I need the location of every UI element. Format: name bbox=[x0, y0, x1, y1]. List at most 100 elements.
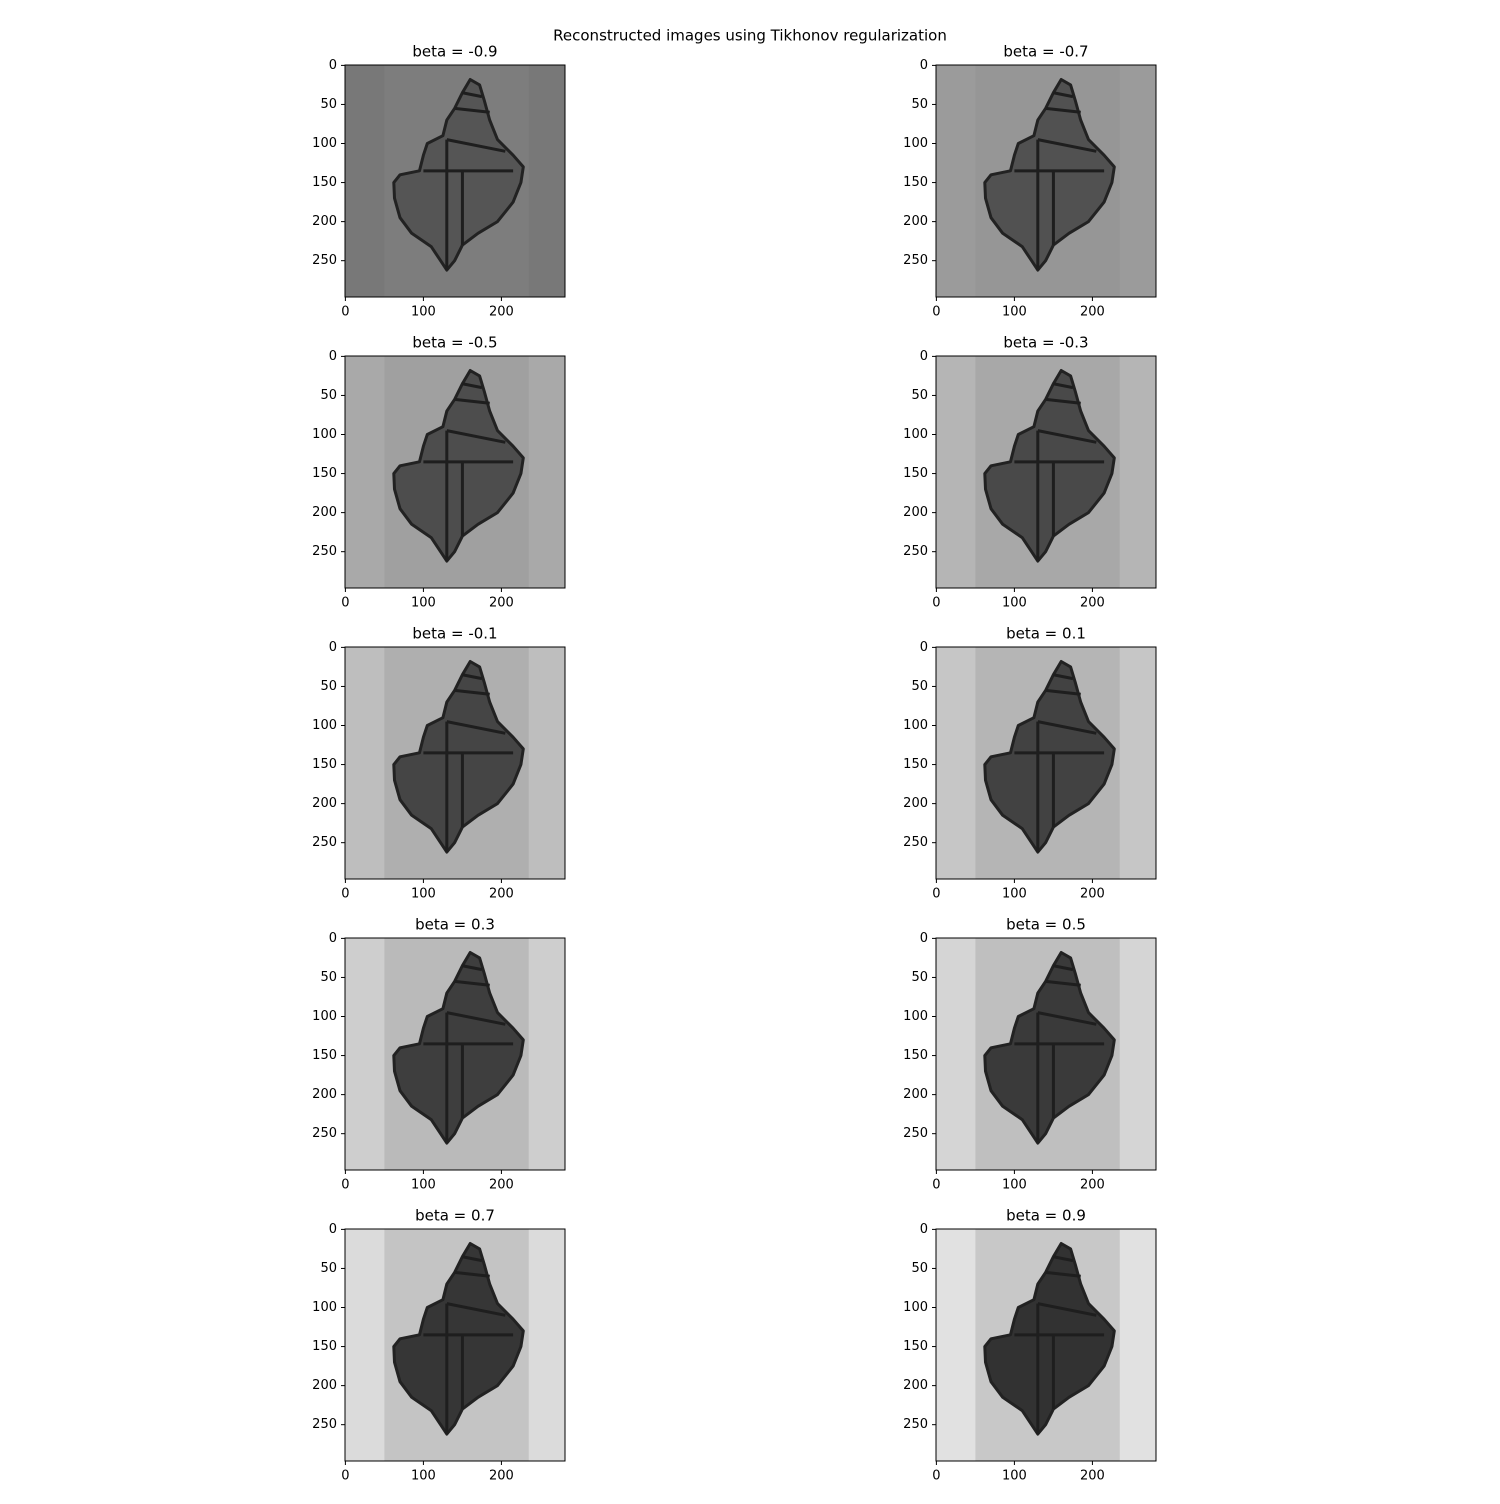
y-tick-label: 50 bbox=[911, 97, 928, 112]
y-tick-label: 250 bbox=[312, 835, 337, 850]
y-tick-label: 0 bbox=[329, 349, 337, 364]
x-tick-label: 200 bbox=[1080, 305, 1105, 320]
subplot-title: beta = -0.7 bbox=[1003, 43, 1088, 61]
image-shell-line bbox=[446, 1302, 506, 1317]
y-tick-label: 100 bbox=[312, 718, 337, 733]
y-tick-label: 200 bbox=[903, 1087, 928, 1102]
y-tick-label: 0 bbox=[920, 58, 928, 73]
image-shell-line bbox=[462, 673, 483, 681]
x-tick-label: 200 bbox=[1080, 596, 1105, 611]
axes-frame bbox=[935, 646, 1157, 880]
image-shell-line bbox=[1045, 1270, 1081, 1278]
x-tick-label: 200 bbox=[1080, 1178, 1105, 1193]
y-tick-label: 50 bbox=[320, 1261, 337, 1276]
y-tick-label: 100 bbox=[903, 427, 928, 442]
x-tick-label: 100 bbox=[411, 887, 436, 902]
image-shell bbox=[392, 660, 525, 854]
image-shell-line bbox=[1037, 429, 1097, 444]
x-tick-label: 0 bbox=[341, 1178, 349, 1193]
y-tick-label: 50 bbox=[320, 388, 337, 403]
image-shell-line bbox=[462, 964, 483, 972]
subplot-title: beta = 0.1 bbox=[1006, 625, 1086, 643]
image-shell bbox=[392, 951, 525, 1145]
image bbox=[936, 647, 1156, 879]
x-tick-label: 0 bbox=[932, 305, 940, 320]
subplot: beta = 0.9 0 100 200 0 50 100 150 200 250 bbox=[903, 1207, 1157, 1484]
image-shell-line bbox=[1053, 673, 1074, 681]
y-tick-label: 150 bbox=[312, 1048, 337, 1063]
axes-frame bbox=[935, 937, 1157, 1171]
y-tick-label: 50 bbox=[320, 679, 337, 694]
subplot-title: beta = 0.7 bbox=[415, 1207, 495, 1225]
image-shell-line bbox=[1045, 688, 1081, 696]
y-tick-label: 150 bbox=[903, 757, 928, 772]
image-shell-line bbox=[462, 91, 483, 99]
y-tick-label: 150 bbox=[903, 1339, 928, 1354]
y-tick-label: 50 bbox=[911, 679, 928, 694]
y-tick-label: 200 bbox=[903, 214, 928, 229]
image-shell bbox=[983, 660, 1116, 854]
x-tick-label: 0 bbox=[932, 596, 940, 611]
y-tick-label: 250 bbox=[312, 544, 337, 559]
y-tick-label: 250 bbox=[903, 253, 928, 268]
y-tick-label: 100 bbox=[312, 1009, 337, 1024]
axes-frame bbox=[935, 355, 1157, 589]
x-tick-label: 100 bbox=[411, 596, 436, 611]
x-tick-label: 0 bbox=[341, 305, 349, 320]
image-shell-line bbox=[454, 1270, 490, 1278]
subplot-title: beta = -0.5 bbox=[412, 334, 497, 352]
image bbox=[345, 938, 565, 1170]
subplot: beta = 0.7 0 100 200 0 50 100 150 200 250 bbox=[312, 1207, 566, 1484]
x-tick-label: 0 bbox=[341, 887, 349, 902]
x-tick-label: 200 bbox=[489, 596, 514, 611]
image-shell-line bbox=[462, 1255, 483, 1263]
image-shell-line bbox=[446, 720, 506, 735]
y-tick-label: 250 bbox=[312, 1417, 337, 1432]
image bbox=[345, 356, 565, 588]
y-tick-label: 100 bbox=[903, 718, 928, 733]
y-tick-label: 150 bbox=[903, 175, 928, 190]
x-tick-label: 0 bbox=[932, 887, 940, 902]
axes-frame bbox=[344, 646, 566, 880]
image-shell bbox=[392, 1242, 525, 1436]
y-tick-label: 200 bbox=[312, 214, 337, 229]
y-tick-label: 250 bbox=[903, 1417, 928, 1432]
y-tick-label: 0 bbox=[920, 931, 928, 946]
axes-frame bbox=[344, 64, 566, 298]
x-tick-label: 100 bbox=[411, 305, 436, 320]
image-shell-line bbox=[1037, 138, 1097, 153]
y-tick-label: 50 bbox=[911, 1261, 928, 1276]
y-tick-label: 200 bbox=[903, 796, 928, 811]
image bbox=[936, 356, 1156, 588]
subplot-title: beta = 0.9 bbox=[1006, 1207, 1086, 1225]
x-tick-label: 100 bbox=[1002, 1469, 1027, 1484]
axes-frame bbox=[344, 355, 566, 589]
image-shell-line bbox=[1045, 979, 1081, 987]
y-tick-label: 200 bbox=[312, 796, 337, 811]
x-tick-label: 200 bbox=[489, 1178, 514, 1193]
x-tick-label: 200 bbox=[489, 1469, 514, 1484]
image bbox=[936, 938, 1156, 1170]
image bbox=[936, 65, 1156, 297]
y-tick-label: 200 bbox=[312, 1378, 337, 1393]
x-tick-label: 100 bbox=[1002, 1178, 1027, 1193]
subplot: beta = -0.3 0 100 200 0 50 100 150 200 250 bbox=[903, 334, 1157, 611]
y-tick-label: 200 bbox=[903, 1378, 928, 1393]
image-shell-line bbox=[454, 397, 490, 405]
image bbox=[345, 65, 565, 297]
image-shell-line bbox=[1053, 382, 1074, 390]
image-shell-line bbox=[446, 429, 506, 444]
image-shell-line bbox=[462, 382, 483, 390]
x-tick-label: 0 bbox=[341, 596, 349, 611]
y-tick-label: 150 bbox=[312, 1339, 337, 1354]
image-shell-line bbox=[446, 138, 506, 153]
y-tick-label: 100 bbox=[903, 1009, 928, 1024]
image-shell-line bbox=[1037, 1011, 1097, 1026]
y-tick-label: 150 bbox=[903, 1048, 928, 1063]
y-tick-label: 200 bbox=[312, 505, 337, 520]
y-tick-label: 250 bbox=[312, 253, 337, 268]
x-tick-label: 100 bbox=[411, 1469, 436, 1484]
y-tick-label: 50 bbox=[320, 970, 337, 985]
